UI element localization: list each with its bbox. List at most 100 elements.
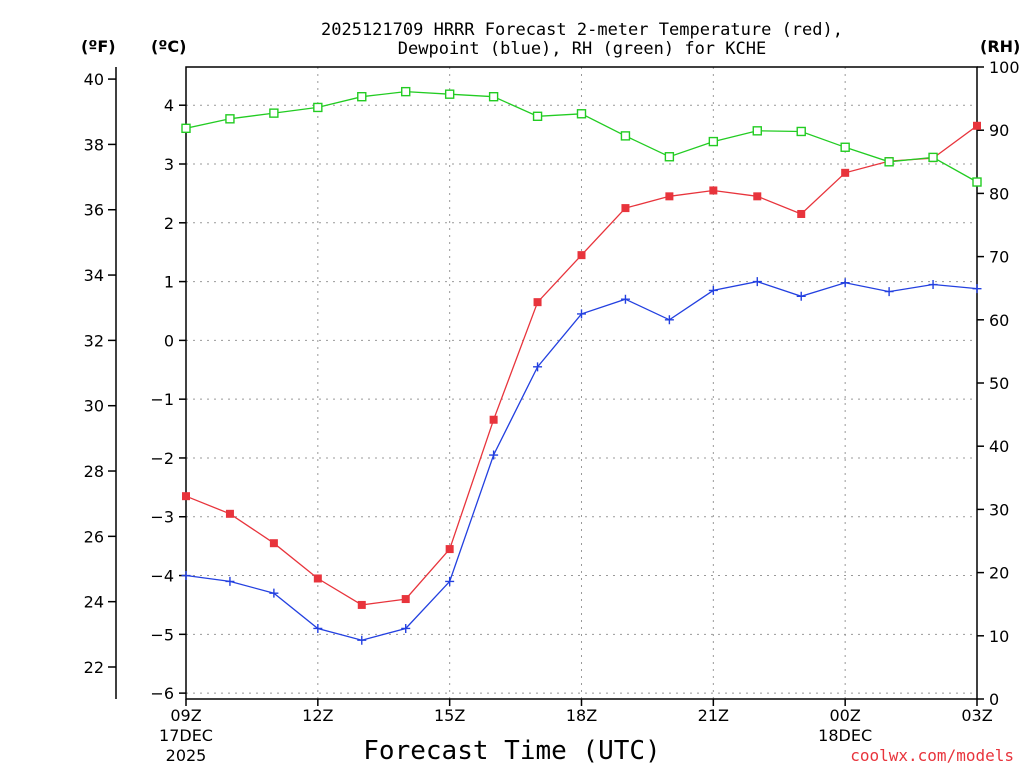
credit-text: coolwx.com/models (850, 746, 1014, 765)
dewpoint-point (620, 294, 630, 304)
celsius-tick-label: 3 (164, 155, 174, 174)
celsius-tick-label: 0 (164, 331, 174, 350)
x-tick-label-time: 03Z (961, 706, 992, 725)
rh-point (796, 126, 806, 137)
rh-tick-label: 50 (989, 374, 1009, 393)
temperature-point (401, 595, 410, 604)
dewpoint-point (664, 315, 674, 325)
celsius-tick-label: 4 (164, 96, 174, 115)
rh-point (840, 142, 850, 152)
dewpoint-point (884, 287, 894, 297)
temperature-point (182, 492, 190, 501)
rh-point (181, 123, 191, 134)
celsius-unit-label: (ºC) (151, 37, 186, 56)
fahrenheit-tick-label: 30 (84, 397, 104, 416)
axes: 22242628303234363840−6−5−4−3−2−101234010… (84, 58, 1020, 765)
dewpoint-point (752, 277, 762, 287)
rh-point (401, 86, 411, 97)
gridlines (185, 67, 978, 699)
rh-tick-label: 80 (989, 184, 1009, 203)
temperature-point (269, 539, 278, 548)
x-tick-label-date: 17DEC (159, 726, 213, 745)
fahrenheit-tick-label: 26 (84, 527, 104, 546)
fahrenheit-tick-label: 22 (84, 658, 104, 677)
dewpoint-point (225, 576, 235, 586)
temperature-point (313, 574, 322, 583)
temperature-point (445, 545, 454, 554)
fahrenheit-tick-label: 36 (84, 201, 104, 220)
rh-point (313, 102, 323, 113)
dewpoint-point (972, 284, 982, 294)
temperature-point (753, 192, 762, 201)
rh-point (752, 126, 762, 136)
temperature-point (577, 251, 586, 260)
x-tick-label-time: 21Z (698, 706, 729, 725)
rh-point (884, 157, 894, 167)
x-tick-label-year: 2025 (166, 746, 207, 765)
dewpoint-point (533, 362, 543, 372)
rh-tick-label: 100 (989, 58, 1020, 77)
rh-tick-label: 40 (989, 437, 1009, 456)
fahrenheit-tick-label: 40 (84, 70, 104, 89)
series-lines (181, 86, 982, 645)
celsius-tick-label: 1 (164, 273, 174, 292)
rh-tick-label: 60 (989, 311, 1009, 330)
dewpoint-point (181, 571, 191, 581)
rh-point (664, 152, 675, 162)
temperature-point (533, 298, 542, 307)
temperature-point (357, 600, 366, 609)
x-tick-label-time: 12Z (302, 706, 333, 725)
fahrenheit-tick-label: 28 (84, 462, 104, 481)
x-tick-label-time: 15Z (434, 706, 465, 725)
rh-tick-label: 10 (989, 627, 1009, 646)
dewpoint-point (401, 623, 411, 633)
rh-point (708, 136, 719, 147)
rh-point (444, 89, 455, 99)
fahrenheit-tick-label: 24 (84, 593, 104, 612)
celsius-tick-label: −5 (150, 625, 174, 644)
celsius-tick-label: −4 (150, 567, 174, 586)
x-tick-label-time: 18Z (566, 706, 597, 725)
rh-point (620, 131, 631, 141)
chart-title-line1: 2025121709 HRRR Forecast 2-meter Tempera… (321, 20, 843, 40)
rh-tick-label: 30 (989, 500, 1009, 519)
celsius-tick-label: −3 (150, 508, 174, 527)
dewpoint-point (269, 588, 279, 598)
temperature-point (709, 186, 718, 195)
temperature-line (185, 125, 978, 606)
dewpoint-point (313, 623, 323, 633)
dewpoint-point (577, 309, 586, 319)
x-tick-label-time: 00Z (830, 706, 861, 725)
rh-point (532, 111, 543, 121)
fahrenheit-tick-label: 38 (84, 135, 104, 154)
temperature-point (841, 168, 850, 177)
rh-point (225, 114, 235, 124)
temperature-point (797, 209, 806, 218)
rh-tick-label: 70 (989, 248, 1009, 267)
fahrenheit-unit-label: (ºF) (81, 37, 116, 56)
chart-title-line2: Dewpoint (blue), RH (green) for KCHE (398, 39, 766, 59)
rh-point (972, 177, 982, 187)
dewpoint-point (445, 576, 455, 586)
x-tick-label-date: 18DEC (818, 726, 872, 745)
temperature-point (489, 415, 498, 424)
rh-point (488, 92, 499, 102)
dewpoint-point (840, 278, 850, 288)
rh-tick-label: 0 (989, 690, 999, 709)
rh-point (269, 108, 279, 118)
celsius-tick-label: 2 (164, 214, 174, 233)
temperature-point (621, 204, 630, 213)
rh-point (576, 109, 587, 119)
rh-tick-label: 20 (989, 564, 1009, 583)
rh-unit-label: (RH) (980, 37, 1020, 56)
x-axis-title: Forecast Time (UTC) (363, 736, 660, 766)
dewpoint-point (796, 291, 806, 301)
dewpoint-point (928, 280, 938, 290)
temperature-point (973, 121, 981, 130)
celsius-tick-label: −2 (150, 449, 174, 468)
x-tick-label-time: 09Z (170, 706, 201, 725)
temperature-point (665, 192, 674, 201)
fahrenheit-tick-label: 34 (84, 266, 104, 285)
fahrenheit-tick-label: 32 (84, 331, 104, 350)
